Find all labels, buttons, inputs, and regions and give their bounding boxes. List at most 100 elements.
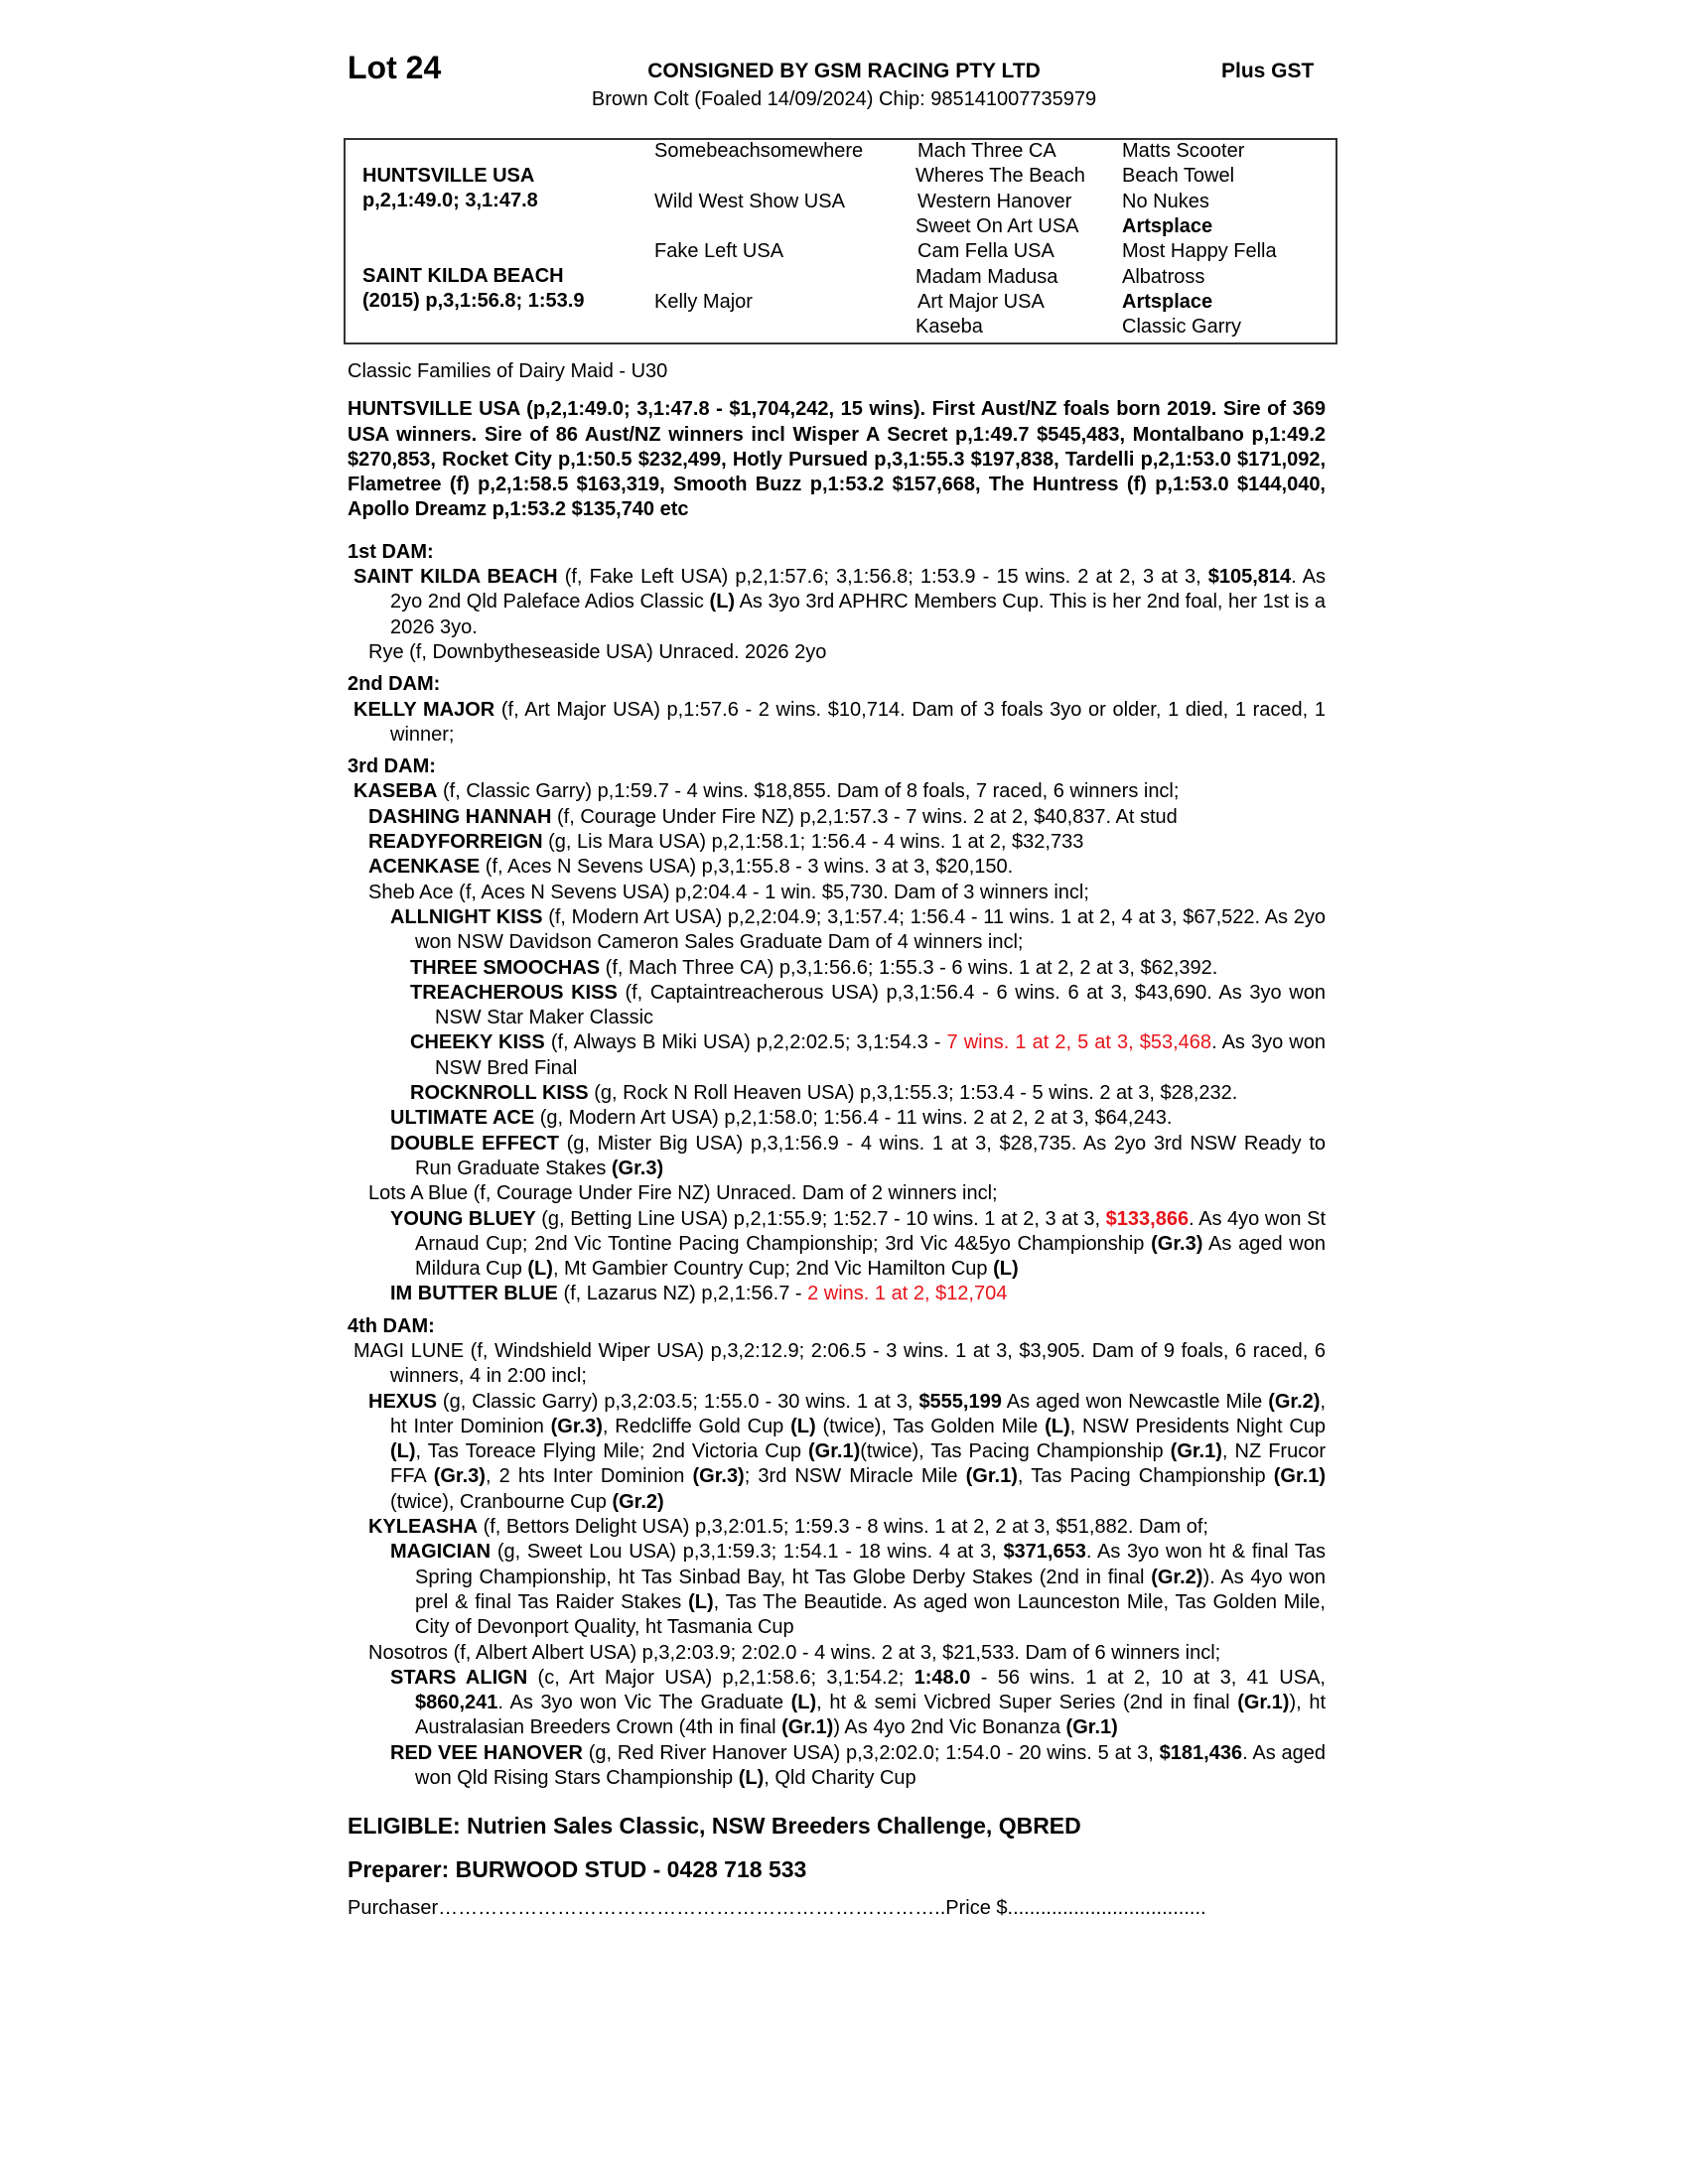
entry-text: (L) [993, 1258, 1019, 1281]
family-line: Classic Families of Dairy Maid - U30 [348, 360, 668, 382]
pedigree-gen4-ancestor: Artsplace [1122, 290, 1213, 313]
entry-text: , NSW Presidents Night Cup [1069, 1415, 1327, 1437]
progeny-entry: YOUNG BLUEY (g, Betting Line USA) p,2,1:… [348, 1207, 1326, 1283]
horse-name: TREACHEROUS KISS [410, 981, 618, 1004]
progeny-entry: HEXUS (g, Classic Garry) p,3,2:03.5; 1:5… [348, 1390, 1326, 1515]
progeny-entry: ACENKASE (f, Aces N Sevens USA) p,3,1:55… [348, 855, 1326, 880]
horse-name: DASHING HANNAH [368, 805, 552, 828]
entry-text: $371,653 [1003, 1541, 1086, 1564]
horse-name: HEXUS [368, 1390, 437, 1413]
catalogue-body: Classic Families of Dairy Maid - U30 HUN… [348, 359, 1326, 1922]
horse-name: ALLNIGHT KISS [390, 905, 543, 928]
entry-text: . As aged won Qld Rising Stars Champions… [415, 1741, 1327, 1790]
pedigree-sire-record: p,2,1:49.0; 3,1:47.8 [362, 190, 538, 211]
entry-text: (f, Courage Under Fire NZ) p,2,1:57.3 - … [551, 805, 1178, 828]
entry-text: 1:48.0 [914, 1666, 971, 1689]
progeny-entry: Lots A Blue (f, Courage Under Fire NZ) U… [348, 1181, 1326, 1206]
entry-text: , Qld Charity Cup [764, 1767, 916, 1790]
pedigree-great-grandparent: Mach Three CA [917, 140, 1056, 162]
entry-text: (f, Bettors Delight USA) p,3,2:01.5; 1:5… [478, 1516, 1208, 1539]
entry-text: (L) [790, 1692, 817, 1714]
entry-text: (g, Lis Mara USA) p,2,1:58.1; 1:56.4 - 4… [542, 831, 1084, 854]
progeny-entry: READYFORREIGN (g, Lis Mara USA) p,2,1:58… [348, 830, 1326, 855]
pedigree-gen4-ancestor: Beach Towel [1122, 165, 1235, 188]
lot-number: Lot 24 [348, 50, 442, 85]
entry-text: (Gr.1) [1170, 1440, 1222, 1463]
pedigree-gen4-ancestor: No Nukes [1122, 190, 1209, 212]
entry-text: $860,241 [415, 1692, 498, 1714]
entry-text: Nosotros (f, Albert Albert USA) p,3,2:03… [368, 1641, 1221, 1664]
entry-text: As aged won Newcastle Mile [1001, 1390, 1269, 1413]
entry-text: (Gr.2) [1268, 1390, 1321, 1413]
pedigree-great-grandparent: Art Major USA [917, 290, 1045, 313]
entry-text: . As 3yo won NSW Bred Final [435, 1031, 1327, 1079]
entry-text: , Tas The Beautide. As aged won Launcest… [415, 1590, 1326, 1639]
entry-text: (f, Modern Art USA) p,2,2:04.9; 3,1:57.4… [415, 905, 1326, 954]
progeny-entry: MAGICIAN (g, Sweet Lou USA) p,3,1:59.3; … [348, 1540, 1326, 1640]
horse-name: SAINT KILDA BEACH [353, 566, 558, 589]
pedigree-great-grandparent: Western Hanover [917, 190, 1072, 212]
dam-section-heading: 3rd DAM: [348, 755, 436, 778]
progeny-entry: KYLEASHA (f, Bettors Delight USA) p,3,2:… [348, 1515, 1326, 1540]
progeny-entry: Sheb Ace (f, Aces N Sevens USA) p,2:04.4… [348, 881, 1326, 905]
entry-text: $555,199 [918, 1390, 1002, 1413]
entry-text: (twice), Cranbourne Cup [390, 1490, 613, 1513]
entry-text: (Gr.3) [692, 1465, 745, 1488]
pedigree-gen4-ancestor: Classic Garry [1122, 316, 1242, 339]
progeny-entry: Nosotros (f, Albert Albert USA) p,3,2:03… [348, 1641, 1326, 1666]
pedigree-great-grandparent: Wheres The Beach [915, 165, 1085, 188]
pedigree-great-grandparent: Cam Fella USA [917, 240, 1055, 263]
entry-text: As 3yo 3rd APHRC Members Cup. This is he… [390, 591, 1326, 638]
entry-text: As aged won Mildura Cup [415, 1232, 1326, 1281]
entry-text: , Tas Pacing Championship [1017, 1465, 1274, 1488]
entry-text: (g, Betting Line USA) p,2,1:55.9; 1:52.7… [535, 1207, 1106, 1230]
pedigree-grandparent: Fake Left USA [654, 240, 784, 263]
progeny-entry: STARS ALIGN (c, Art Major USA) p,2,1:58.… [348, 1666, 1326, 1741]
progeny-entry: KASEBA (f, Classic Garry) p,1:59.7 - 4 w… [348, 779, 1326, 804]
horse-name: YOUNG BLUEY [390, 1207, 536, 1230]
entry-text: (f, Captaintreacherous USA) p,3,1:56.4 -… [435, 981, 1326, 1029]
entry-text: , Tas Toreace Flying Mile; 2nd Victoria … [415, 1440, 808, 1463]
eligible-line: ELIGIBLE: Nutrien Sales Classic, NSW Bre… [348, 1813, 1081, 1840]
progeny-entry: TREACHEROUS KISS (f, Captaintreacherous … [348, 981, 1326, 1031]
entry-text: (L) [688, 1590, 714, 1613]
pedigree-table: HUNTSVILLE USA p,2,1:49.0; 3,1:47.8 SAIN… [344, 138, 1337, 344]
entry-text: ) As 4yo 2nd Vic Bonanza [833, 1716, 1066, 1739]
consignor: CONSIGNED BY GSM RACING PTY LTD [647, 60, 1041, 82]
progeny-entry: DOUBLE EFFECT (g, Mister Big USA) p,3,1:… [348, 1132, 1326, 1182]
pedigree-gen4-ancestor: Albatross [1122, 265, 1205, 288]
entry-text: (g, Rock N Roll Heaven USA) p,3,1:55.3; … [588, 1082, 1238, 1105]
entry-text: (Gr.3) [550, 1415, 603, 1437]
pedigree-gen4-ancestor: Matts Scooter [1122, 140, 1245, 162]
entry-text: , NZ Frucor FFA [390, 1440, 1326, 1488]
entry-text: (L) [790, 1415, 816, 1437]
horse-name: THREE SMOOCHAS [410, 956, 601, 979]
horse-name: ACENKASE [368, 856, 481, 879]
entry-text: (g, Modern Art USA) p,2,1:58.0; 1:56.4 -… [534, 1107, 1173, 1130]
entry-text: (Gr.1) [1273, 1465, 1326, 1488]
entry-text: (Gr.2) [1151, 1566, 1203, 1588]
progeny-entry: Rye (f, Downbytheseaside USA) Unraced. 2… [348, 640, 1326, 665]
horse-name: IM BUTTER BLUE [390, 1283, 558, 1305]
entry-text: (Gr.1) [1237, 1692, 1290, 1714]
horse-name: KASEBA [353, 780, 438, 803]
entry-text: - 56 wins. 1 at 2, 10 at 3, 41 USA, [970, 1666, 1326, 1689]
horse-name: KELLY MAJOR [353, 698, 495, 721]
dam-section-heading: 2nd DAM: [348, 673, 441, 696]
entry-text: (twice), Tas Pacing Championship [860, 1440, 1171, 1463]
horse-name: KYLEASHA [368, 1516, 479, 1539]
entry-text: (Gr.3) [433, 1465, 486, 1488]
gst-note: Plus GST [1221, 60, 1315, 82]
progeny-entry: IM BUTTER BLUE (f, Lazarus NZ) p,2,1:56.… [348, 1282, 1326, 1306]
horse-name: MAGICIAN [390, 1541, 492, 1564]
progeny-entry: MAGI LUNE (f, Windshield Wiper USA) p,3,… [348, 1339, 1326, 1390]
pedigree-dam-record: (2015) p,3,1:56.8; 1:53.9 [362, 290, 585, 312]
horse-description: Brown Colt (Foaled 14/09/2024) Chip: 985… [591, 88, 1097, 110]
entry-text: (Gr.1) [808, 1440, 861, 1463]
horse-name: CHEEKY KISS [410, 1031, 545, 1054]
horse-name: RED VEE HANOVER [390, 1741, 583, 1764]
progeny-entry: CHEEKY KISS (f, Always B Miki USA) p,2,2… [348, 1030, 1326, 1081]
entry-text: Sheb Ace (f, Aces N Sevens USA) p,2:04.4… [368, 881, 1089, 903]
entry-text: (Gr.3) [1151, 1232, 1203, 1255]
pedigree-great-grandparent: Sweet On Art USA [915, 214, 1079, 237]
